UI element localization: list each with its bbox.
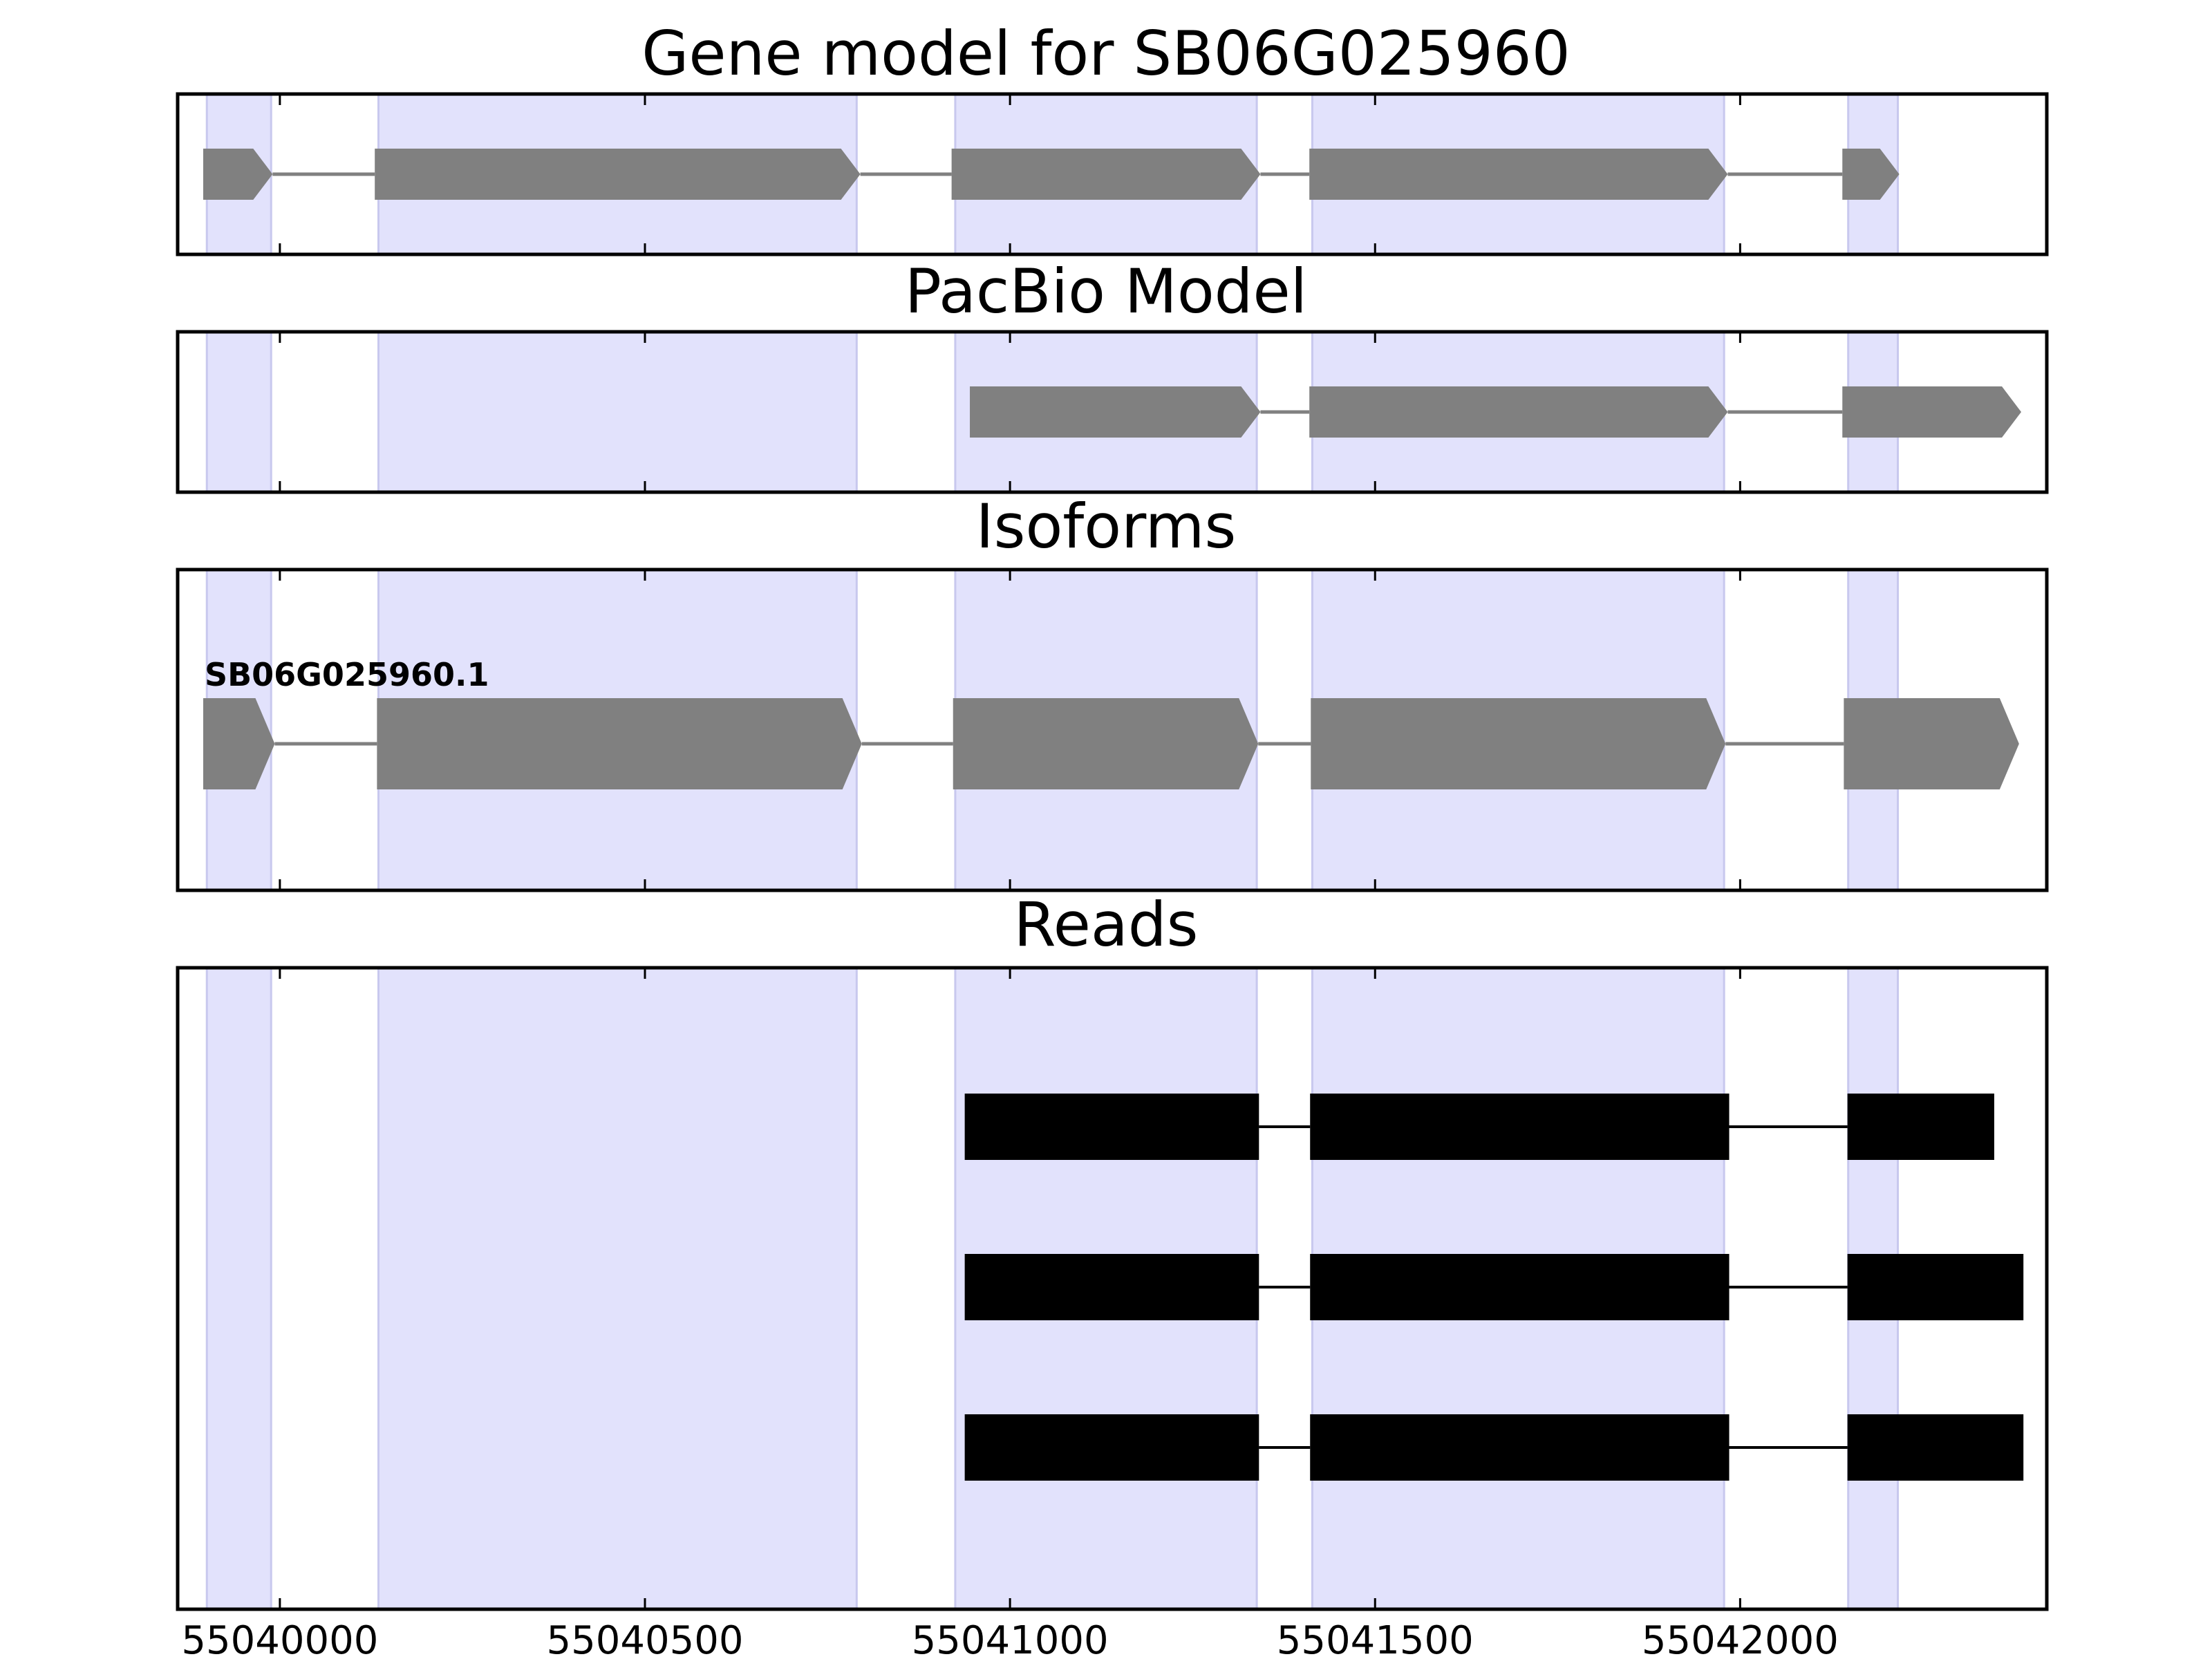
exon-arrow	[1842, 386, 2022, 438]
feature-track-group	[970, 386, 2022, 438]
exon-highlight-band	[205, 330, 272, 494]
tick-group	[279, 94, 1741, 254]
feature-track-group	[203, 149, 1900, 200]
x-tick-label: 55041500	[1277, 1618, 1474, 1659]
panel-title-pacbio-model: PacBio Model	[905, 256, 1307, 327]
x-tick-label: 55041000	[912, 1618, 1109, 1659]
tick-group	[279, 570, 1741, 890]
read-exon-block	[1847, 1254, 2024, 1320]
panel-frame	[176, 92, 2049, 256]
feature-track-group: SB06G025960.1	[203, 656, 2019, 789]
panel-isoforms: Isoforms SB06G025960.1	[176, 491, 2049, 892]
exon-arrow	[377, 698, 862, 789]
x-tick-label: 55040000	[181, 1618, 378, 1659]
exon-highlight-band	[205, 966, 272, 1611]
tick-group	[279, 332, 1741, 492]
panel-title-isoforms: Isoforms	[976, 491, 1237, 562]
read-exon-block	[964, 1094, 1259, 1160]
exon-arrow	[970, 386, 1261, 438]
panel-title-reads: Reads	[1014, 889, 1199, 960]
exon-arrow	[1309, 149, 1728, 200]
read-exon-block	[1847, 1094, 1994, 1160]
exon-arrow	[1842, 149, 1900, 200]
tick-group	[279, 968, 1741, 1609]
panel-frame	[176, 330, 2049, 494]
feature-track-group	[964, 1094, 2024, 1481]
exon-arrow	[1309, 386, 1728, 438]
exon-arrow	[375, 149, 861, 200]
panel-reads: Reads	[176, 889, 2049, 1611]
panel-frame	[176, 966, 2049, 1611]
x-tick-label: 55040500	[546, 1618, 743, 1659]
x-axis-tick-labels: 55040000 55040500 55041000 55041500 55042000	[181, 1618, 1839, 1659]
x-tick-label: 55042000	[1642, 1618, 1839, 1659]
exon-arrow	[951, 149, 1261, 200]
isoform-label: SB06G025960.1	[205, 656, 489, 693]
read-exon-block	[1310, 1414, 1730, 1481]
exon-arrow	[953, 698, 1259, 789]
read-exon-block	[964, 1254, 1259, 1320]
panel-title-gene-model: Gene model for SB06G025960	[641, 18, 1571, 89]
read-exon-block	[1310, 1254, 1730, 1320]
panel-frame	[176, 568, 2049, 892]
panel-pacbio-model: PacBio Model	[176, 256, 2049, 494]
read-exon-block	[964, 1414, 1259, 1481]
exon-highlight-band	[377, 330, 858, 494]
exon-highlight-band	[377, 966, 858, 1611]
exon-arrow	[1844, 698, 2019, 789]
exon-highlight-group	[205, 330, 1900, 494]
exon-arrow	[203, 698, 275, 789]
read-exon-block	[1310, 1094, 1730, 1160]
exon-arrow	[203, 149, 273, 200]
read-exon-block	[1847, 1414, 2024, 1481]
panel-gene-model: Gene model for SB06G025960	[176, 18, 2049, 256]
exon-arrow	[1311, 698, 1726, 789]
